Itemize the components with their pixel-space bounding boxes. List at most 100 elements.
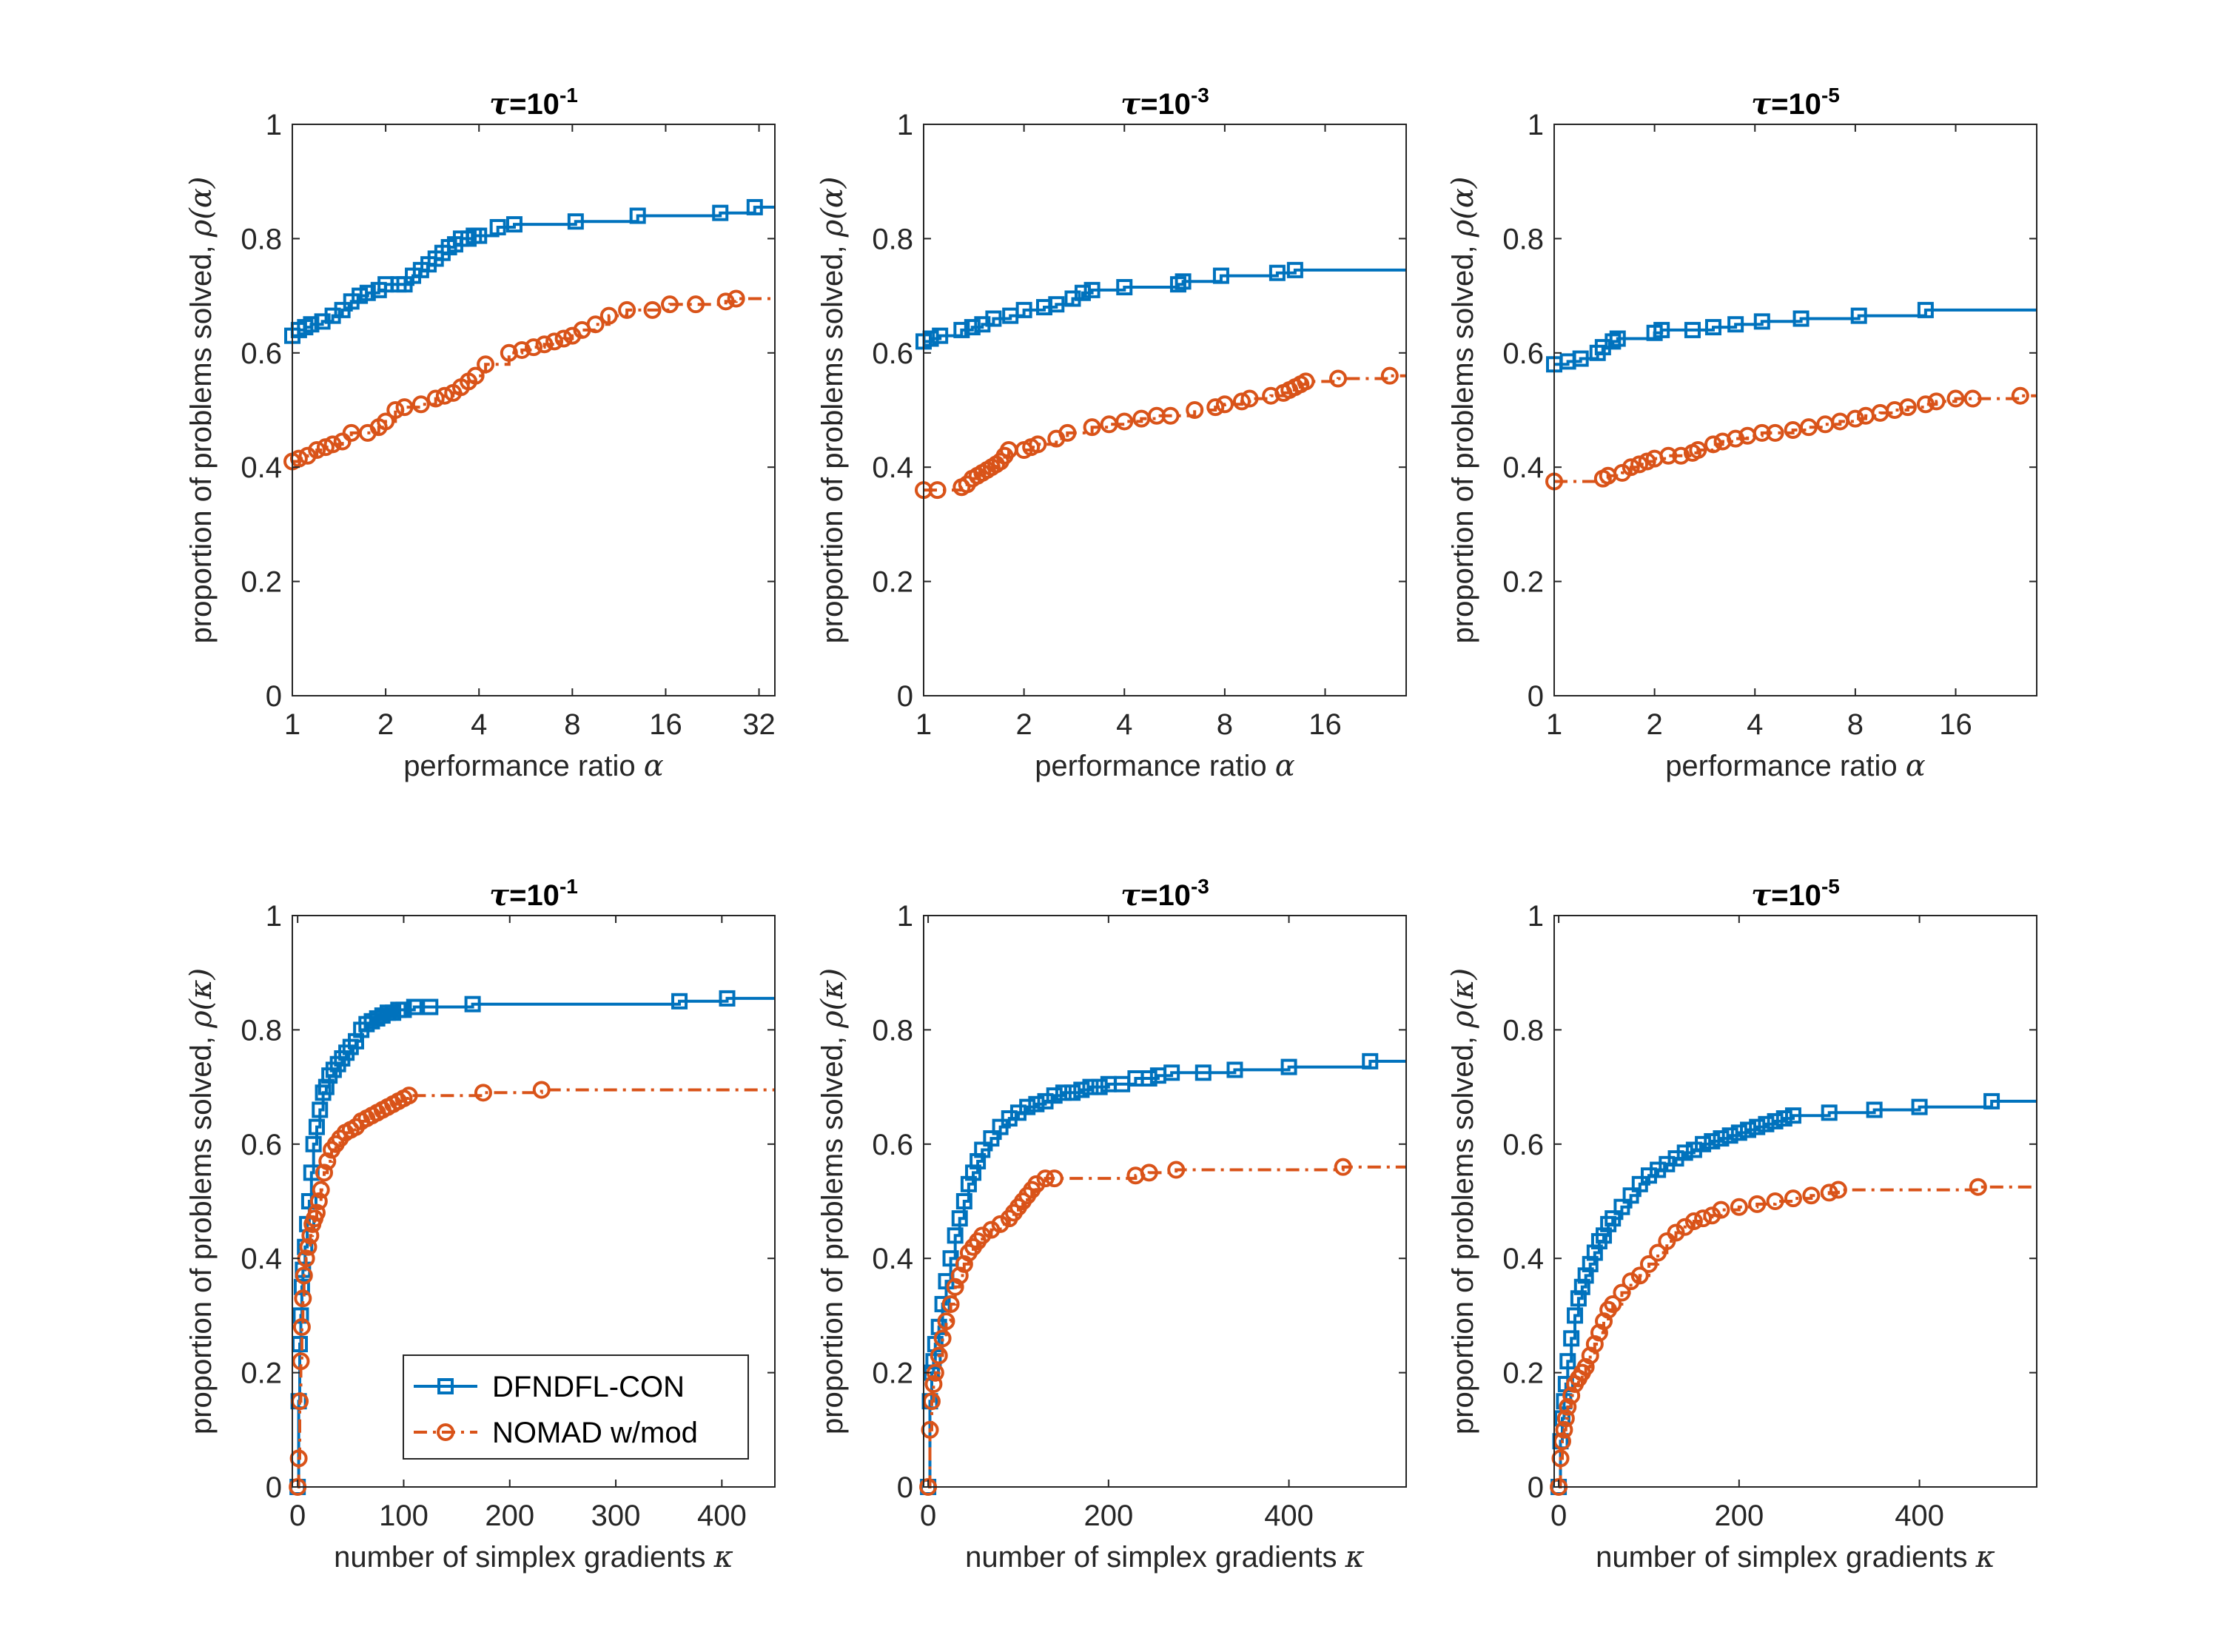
- data-point: [303, 316, 320, 333]
- data-point: [1167, 1161, 1186, 1179]
- legend-marker-circle: [437, 1423, 454, 1441]
- y-tick-label: 0: [266, 1471, 282, 1504]
- data-point: [586, 315, 605, 334]
- data-point: [1019, 1098, 1036, 1115]
- data-point: [1721, 1127, 1738, 1144]
- data-point: [334, 301, 351, 318]
- data-point: [1766, 1192, 1784, 1210]
- data-point: [1704, 319, 1721, 336]
- plot-area: [924, 916, 1406, 1487]
- data-point: [618, 300, 636, 319]
- data-point: [1821, 1104, 1838, 1121]
- legend-marker-square: [437, 1378, 454, 1394]
- x-tick-label: 100: [379, 1500, 429, 1532]
- data-point: [992, 1118, 1009, 1135]
- data-point: [1286, 261, 1303, 278]
- y-tick-label: 0.6: [241, 338, 282, 370]
- data-point: [599, 306, 618, 325]
- data-point: [1015, 301, 1032, 318]
- data-point: [1727, 429, 1745, 448]
- data-point: [309, 1192, 328, 1210]
- x-tick-label: 8: [564, 708, 580, 741]
- data-point: [1898, 398, 1917, 417]
- data-point: [1116, 279, 1133, 296]
- data-point: [1969, 1178, 1987, 1196]
- data-point: [953, 321, 970, 338]
- axes-box: [292, 124, 776, 696]
- y-tick-label: 0.4: [872, 451, 913, 484]
- data-point: [342, 423, 360, 442]
- y-tick-label: 0.8: [872, 223, 913, 255]
- data-point: [395, 1001, 412, 1018]
- data-point: [951, 1210, 968, 1227]
- data-point: [1639, 1255, 1658, 1273]
- data-point: [1577, 1267, 1594, 1284]
- x-tick-label: 2: [1647, 708, 1663, 741]
- data-point: [318, 1152, 337, 1170]
- x-tick-label: 16: [649, 708, 682, 741]
- data-point: [712, 204, 729, 221]
- data-point: [1212, 267, 1229, 284]
- data-point: [1659, 446, 1678, 465]
- data-point: [671, 993, 688, 1010]
- data-point: [1334, 1158, 1352, 1176]
- data-point: [1029, 435, 1047, 454]
- series-nomad-wmod: [915, 366, 1406, 500]
- x-tick-label: 0: [289, 1500, 306, 1532]
- data-point: [1613, 1198, 1630, 1215]
- data-point: [1596, 1227, 1613, 1244]
- data-point: [301, 1226, 320, 1245]
- series-line: [928, 1165, 1406, 1488]
- data-point: [1058, 423, 1077, 442]
- y-tick-label: 0: [1528, 680, 1544, 713]
- panels: 1 2 4 8 16 32 0 0.2 0.4 0.6 0.8 1 performance ratio …: [184, 84, 2037, 1574]
- data-point: [1963, 389, 1982, 408]
- y-axis-label: proportion of problems solved, ρ(κ): [184, 968, 218, 1434]
- axes-box: [1553, 124, 2037, 696]
- y-tick-label: 0.6: [1502, 1129, 1544, 1161]
- data-point: [2011, 386, 2029, 405]
- axes-box: [292, 915, 776, 1488]
- chart-panel-3: 1 2 4 8 16 0 0.2 0.4 0.6 0.8 1 performance ratio α p…: [1446, 84, 2037, 783]
- y-tick-label: 0.4: [1502, 451, 1544, 484]
- x-tick-label: 0: [1550, 1500, 1567, 1532]
- data-point: [435, 386, 454, 405]
- data-point: [1983, 1092, 2000, 1109]
- data-point: [293, 1278, 310, 1295]
- chart-title: τ=10-1: [489, 84, 578, 121]
- x-tick-label: 32: [742, 708, 776, 741]
- data-point: [305, 1135, 322, 1152]
- data-point: [983, 1130, 1000, 1147]
- x-tick-label: 1: [915, 708, 932, 741]
- x-tick-label: 4: [1116, 708, 1132, 741]
- y-tick-label: 0.6: [872, 1129, 913, 1161]
- data-point: [1766, 423, 1784, 442]
- data-point: [292, 1352, 310, 1371]
- y-tick-label: 0.4: [241, 1243, 282, 1275]
- series-nomad-wmod: [283, 289, 775, 471]
- data-point: [1562, 1386, 1581, 1405]
- y-tick-label: 0.6: [241, 1129, 282, 1161]
- data-point: [985, 310, 1002, 327]
- data-point: [400, 1087, 418, 1105]
- legend-box: [403, 1354, 749, 1460]
- series-dfndfl-con: [1546, 301, 2037, 373]
- axes-box: [923, 124, 1407, 696]
- plot-area: [292, 124, 775, 696]
- series-line: [292, 297, 775, 463]
- data-point: [317, 1078, 335, 1095]
- x-tick-label: 200: [1714, 1500, 1764, 1532]
- data-point: [1036, 1169, 1055, 1188]
- data-point: [1631, 1175, 1648, 1192]
- plot-area: [1554, 124, 2037, 696]
- data-point: [643, 300, 662, 319]
- series-line: [1554, 394, 2037, 483]
- data-point: [1704, 1132, 1721, 1149]
- data-point: [934, 1295, 951, 1312]
- y-tick-label: 0.2: [872, 566, 913, 599]
- x-tick-label: 4: [1747, 708, 1763, 741]
- data-point: [1730, 1124, 1747, 1141]
- data-point: [1820, 1183, 1838, 1202]
- x-tick-label: 4: [471, 708, 487, 741]
- data-point: [1206, 398, 1225, 417]
